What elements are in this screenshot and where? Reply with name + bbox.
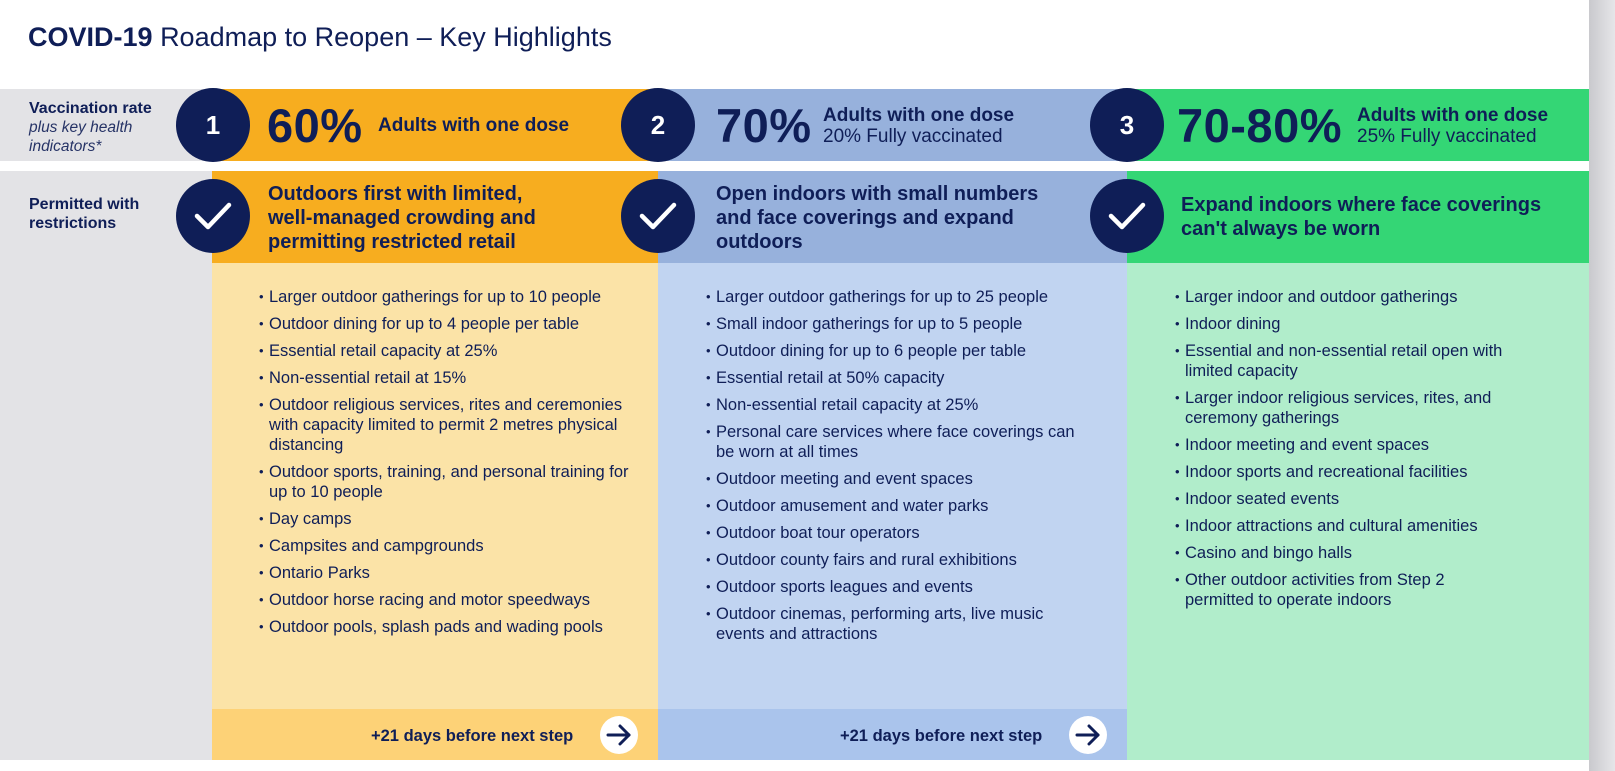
list-item: Indoor sports and recreational facilitie… [1175,462,1515,482]
page-title: COVID-19 Roadmap to Reopen – Key Highlig… [28,22,612,52]
vaccination-rate-label: Vaccination rate plus key health indicat… [29,99,169,156]
step-3-headline: Expand indoors where face coverings can'… [1181,194,1542,240]
list-item: Outdoor horse racing and motor speedways [259,590,634,610]
step-1-next-step-note: +21 days before next step [371,727,574,745]
page-edge-shadow [1589,0,1615,771]
step-2-next-step-note: +21 days before next step [840,727,1043,745]
step-2-footer [658,709,1127,760]
list-item: Small indoor gatherings for up to 5 peop… [706,314,1081,334]
list-item: Outdoor sports, training, and personal t… [259,462,634,502]
step-3-dose-description: Adults with one dose 25% Fully vaccinate… [1357,105,1549,147]
step-2-dose-description: Adults with one dose 20% Fully vaccinate… [823,105,1015,147]
list-item: Larger outdoor gatherings for up to 25 p… [706,287,1081,307]
list-item: Indoor dining [1175,314,1515,334]
step-1-percent: 60% [267,99,363,152]
list-item: Personal care services where face coveri… [706,422,1081,462]
step-3-percent: 70-80% [1177,99,1342,152]
list-item: Day camps [259,509,634,529]
list-item: Larger indoor and outdoor gatherings [1175,287,1515,307]
bottom-margin [0,760,1589,771]
list-item: Outdoor sports leagues and events [706,577,1081,597]
step-2-item-list: Larger outdoor gatherings for up to 25 p… [706,287,1081,651]
list-item: Casino and bingo halls [1175,543,1515,563]
step-3-item-list: Larger indoor and outdoor gatherings Ind… [1175,287,1515,617]
list-item: Indoor meeting and event spaces [1175,435,1515,455]
step-1-vaccination-band [212,89,658,161]
step-1-headline-band [212,171,658,263]
step-3-headline-band [1127,171,1589,263]
step-2-headline: Open indoors with small numbers and face… [716,183,1039,253]
step-1-dose-description: Adults with one dose [378,115,570,136]
step-1-number-badge: 1 [176,88,250,162]
arrow-right-icon [1069,716,1107,754]
list-item: Non-essential retail capacity at 25% [706,395,1081,415]
check-icon [621,179,695,253]
step-2-headline-band [658,171,1127,263]
list-item: Larger indoor religious services, rites,… [1175,388,1515,428]
step-2-vaccination-band [658,89,1127,161]
step-3-number-badge: 3 [1090,88,1164,162]
list-item: Outdoor pools, splash pads and wading po… [259,617,634,637]
list-item: Other outdoor activities from Step 2 per… [1175,570,1515,610]
vaccination-rate-title: Vaccination rate [29,100,152,117]
list-item: Larger outdoor gatherings for up to 10 p… [259,287,634,307]
step-1-footer [212,709,658,760]
list-item: Indoor attractions and cultural amenitie… [1175,516,1515,536]
row-divider [0,161,1589,171]
list-item: Outdoor county fairs and rural exhibitio… [706,550,1081,570]
left-label-column [0,89,212,760]
check-icon [176,179,250,253]
list-item: Non-essential retail at 15% [259,368,634,388]
list-item: Essential retail at 50% capacity [706,368,1081,388]
list-item: Essential and non-essential retail open … [1175,341,1515,381]
list-item: Ontario Parks [259,563,634,583]
list-item: Outdoor religious services, rites and ce… [259,395,634,455]
list-item: Outdoor boat tour operators [706,523,1081,543]
list-item: Essential retail capacity at 25% [259,341,634,361]
vaccination-rate-subtitle: plus key health indicators* [29,119,133,155]
list-item: Outdoor dining for up to 6 people per ta… [706,341,1081,361]
arrow-right-icon [600,716,638,754]
check-icon [1090,179,1164,253]
list-item: Outdoor dining for up to 4 people per ta… [259,314,634,334]
step-1-headline: Outdoors first with limited, well-manage… [268,183,536,253]
step-2-percent: 70% [716,99,812,152]
step-3-vaccination-band [1127,89,1589,161]
list-item: Campsites and campgrounds [259,536,634,556]
list-item: Outdoor cinemas, performing arts, live m… [706,604,1081,644]
list-item: Outdoor amusement and water parks [706,496,1081,516]
step-2-number-badge: 2 [621,88,695,162]
permitted-label: Permitted with restrictions [29,196,140,232]
step-1-item-list: Larger outdoor gatherings for up to 10 p… [259,287,634,644]
list-item: Outdoor meeting and event spaces [706,469,1081,489]
list-item: Indoor seated events [1175,489,1515,509]
